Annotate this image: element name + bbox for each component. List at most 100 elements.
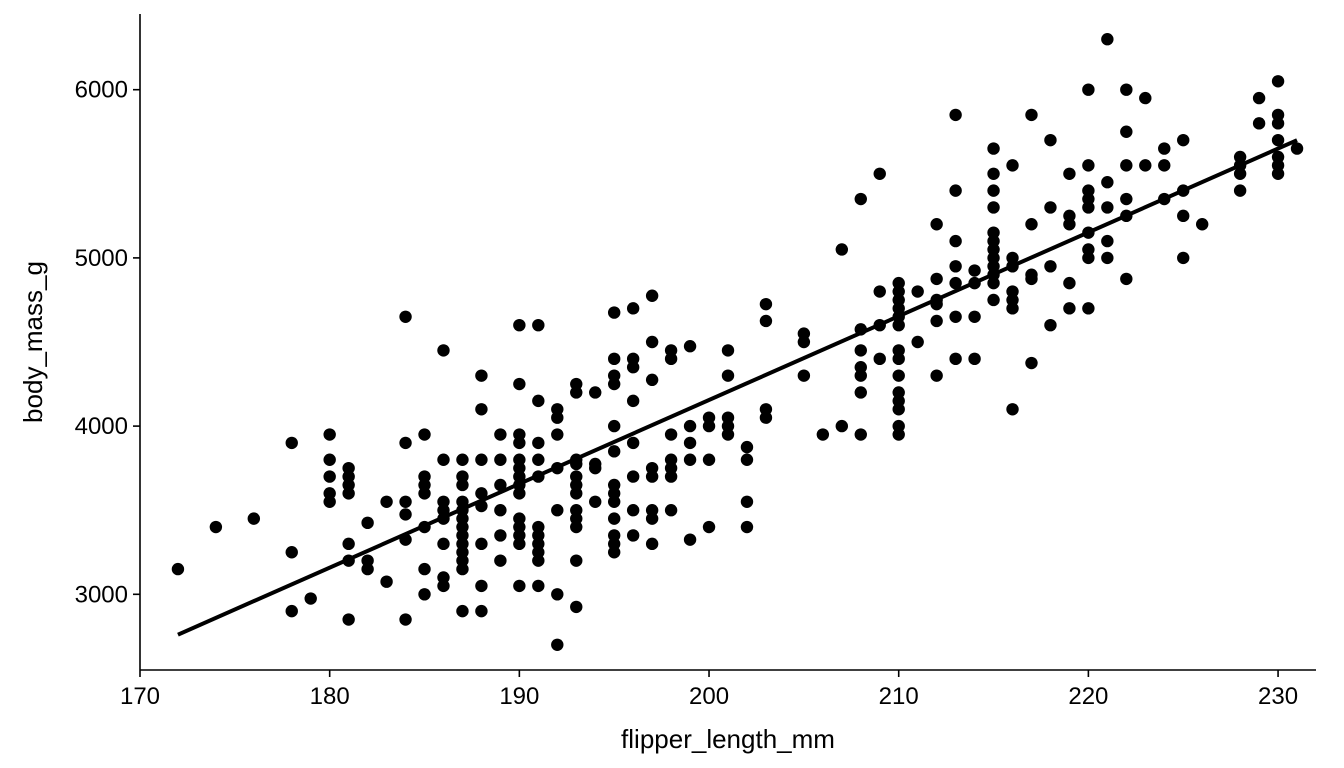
data-point (399, 508, 412, 521)
y-axis-title: body_mass_g (18, 261, 48, 423)
data-point (759, 411, 773, 424)
data-point (607, 377, 621, 391)
data-point (1233, 184, 1247, 197)
data-point (797, 369, 811, 382)
data-point (494, 529, 507, 542)
points-layer (171, 33, 1304, 651)
data-point (740, 520, 754, 534)
data-point (1120, 83, 1133, 96)
data-point (285, 604, 298, 618)
data-point (607, 495, 621, 508)
data-point (740, 440, 754, 454)
data-point (304, 592, 317, 605)
data-point (1101, 251, 1114, 265)
data-point (626, 394, 640, 408)
data-point (949, 352, 962, 366)
data-point (892, 369, 905, 382)
data-point (532, 453, 545, 466)
data-point (1271, 75, 1285, 88)
data-point (418, 487, 431, 500)
data-point (456, 604, 469, 618)
data-point (437, 537, 450, 551)
data-point (456, 562, 469, 576)
data-point (1158, 142, 1171, 155)
data-point (892, 352, 905, 366)
data-point (987, 276, 1000, 290)
data-point (437, 344, 450, 357)
data-point (892, 428, 905, 441)
data-point (1177, 251, 1190, 265)
data-point (513, 377, 526, 391)
data-point (626, 302, 640, 315)
data-point (949, 184, 962, 197)
x-tick-label: 220 (1068, 683, 1108, 710)
data-point (532, 554, 545, 567)
data-point (607, 546, 621, 559)
data-point (1139, 91, 1152, 105)
data-point (361, 516, 374, 530)
data-point (664, 352, 678, 366)
data-point (418, 588, 431, 601)
data-point (721, 428, 735, 441)
data-point (1044, 260, 1057, 273)
data-point (323, 428, 336, 441)
x-tick-label: 180 (310, 683, 350, 710)
data-point (949, 260, 962, 273)
data-point (930, 369, 943, 382)
data-point (1025, 218, 1038, 231)
data-point (1139, 159, 1152, 172)
data-point (494, 453, 507, 466)
data-point (607, 306, 621, 319)
data-point (570, 600, 583, 614)
data-point (1063, 302, 1076, 315)
data-point (1044, 318, 1057, 332)
data-point (1082, 201, 1095, 214)
data-point (835, 419, 849, 433)
x-tick-label: 210 (879, 683, 919, 710)
data-point (1082, 159, 1095, 172)
data-point (323, 453, 336, 466)
data-point (740, 495, 754, 508)
data-point (475, 487, 488, 500)
data-point (570, 554, 583, 567)
data-point (437, 453, 450, 466)
data-point (456, 478, 469, 492)
data-point (285, 436, 298, 450)
data-point (854, 386, 867, 399)
data-point (968, 310, 981, 323)
data-point (949, 108, 962, 122)
data-point (721, 369, 735, 382)
data-point (1120, 159, 1133, 172)
data-point (494, 554, 507, 567)
data-point (930, 314, 943, 328)
x-tick-label: 230 (1258, 683, 1298, 710)
data-point (1044, 133, 1057, 147)
data-point (1025, 272, 1038, 286)
data-point (1006, 159, 1019, 172)
data-point (702, 419, 716, 433)
data-point (873, 285, 886, 298)
data-point (626, 504, 640, 517)
data-point (513, 487, 526, 500)
data-point (513, 318, 526, 332)
data-point (513, 436, 526, 450)
data-point (740, 453, 754, 466)
trend-line (177, 138, 1298, 637)
data-point (399, 436, 412, 450)
data-point (361, 562, 374, 576)
data-point (854, 344, 867, 357)
data-point (1177, 133, 1190, 147)
data-point (589, 461, 602, 475)
data-point (645, 470, 659, 483)
data-point (645, 512, 659, 525)
data-point (987, 142, 1000, 155)
data-point (683, 419, 697, 433)
data-point (759, 314, 773, 328)
data-point (1271, 117, 1285, 130)
data-point (1025, 356, 1038, 370)
data-point (418, 428, 431, 441)
data-point (683, 436, 697, 450)
data-point (323, 470, 336, 483)
data-point (1233, 167, 1247, 180)
data-point (816, 428, 830, 441)
